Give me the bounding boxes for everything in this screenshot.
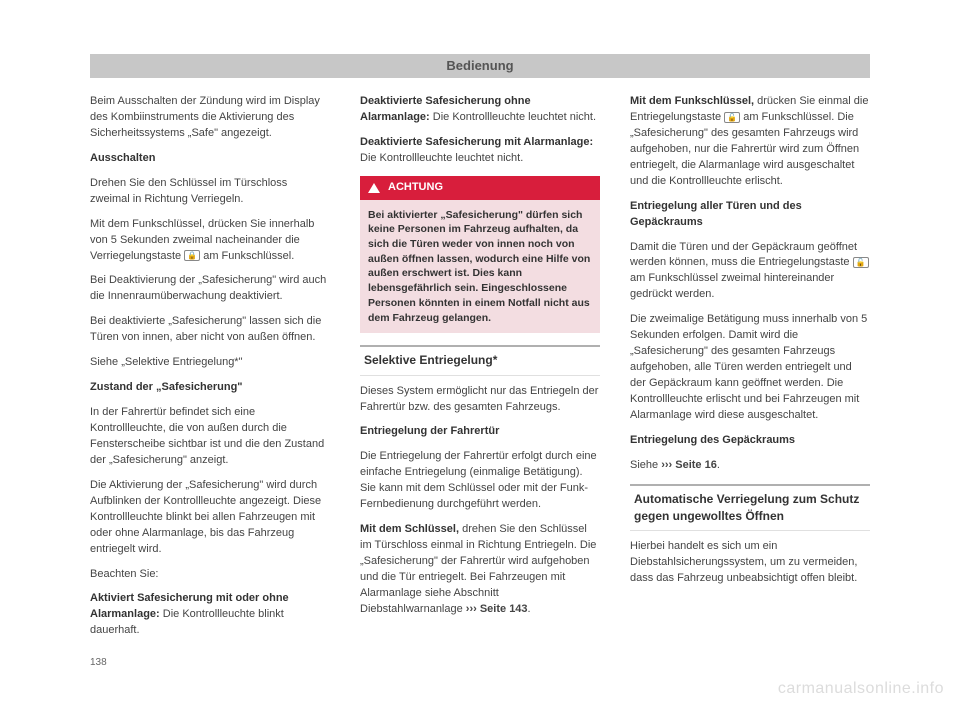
body-text: Dieses System ermöglicht nur das Entrieg…	[360, 384, 600, 416]
unlock-icon: 🔓	[853, 257, 869, 268]
text-fragment: .	[528, 603, 531, 615]
body-text: Bei Deaktivierung der „Safesicherung" wi…	[90, 273, 330, 305]
warning-triangle-icon	[368, 183, 380, 193]
body-text: Beim Ausschalten der Zündung wird im Dis…	[90, 94, 330, 142]
body-text: In der Fahrertür befindet sich eine Kont…	[90, 405, 330, 469]
text-fragment: Die Kontrollleuchte leuchtet nicht.	[360, 152, 523, 164]
body-text: Mit dem Funkschlüssel, drücken Sie inner…	[90, 217, 330, 265]
body-text: Bei deaktivierte „Safesicherung" lassen …	[90, 314, 330, 346]
run-in-label: Deaktivierte Safesicherung mit Alarmanla…	[360, 136, 593, 148]
text-fragment: Damit die Türen und der Gepäckraum geöff…	[630, 241, 857, 269]
body-text: Hierbei handelt es sich um ein Diebstahl…	[630, 539, 870, 587]
page-number: 138	[90, 657, 107, 668]
header-title: Bedienung	[446, 58, 513, 73]
body-text: Deaktivierte Safesicherung mit Alarmanla…	[360, 135, 600, 167]
subheading-zustand: Zustand der „Safesicherung"	[90, 380, 330, 396]
body-text: Mit dem Funkschlüssel, drücken Sie einma…	[630, 94, 870, 190]
body-text: Siehe ››› Seite 16.	[630, 458, 870, 474]
section-title-automatische: Automatische Verriegelung zum Schutz geg…	[630, 484, 870, 532]
subheading-gepaeckraum: Entriegelung des Gepäckraums	[630, 433, 870, 449]
text-fragment: Die Kontrollleuchte leuchtet nicht.	[430, 111, 596, 123]
body-text: Siehe „Selektive Entriegelung*"	[90, 355, 330, 371]
content-columns: Beim Ausschalten der Zündung wird im Dis…	[90, 94, 870, 654]
page-header: Bedienung	[90, 54, 870, 78]
page-reference: ››› Seite 143	[466, 603, 528, 615]
section-title-selektive: Selektive Entriegelung*	[360, 345, 600, 375]
text-fragment: drehen Sie den Schlüssel im Türschloss e…	[360, 523, 596, 615]
body-text: Deaktivierte Safesicherung ohne Alarmanl…	[360, 94, 600, 126]
run-in-label: Mit dem Schlüssel,	[360, 523, 459, 535]
subheading-fahrertuer: Entriegelung der Fahrertür	[360, 424, 600, 440]
column-2: Deaktivierte Safesicherung ohne Alarmanl…	[360, 94, 600, 654]
column-3: Mit dem Funkschlüssel, drücken Sie einma…	[630, 94, 870, 654]
body-text: Drehen Sie den Schlüssel im Türschloss z…	[90, 176, 330, 208]
page-reference: ››› Seite 16	[661, 459, 717, 471]
body-text: Beachten Sie:	[90, 567, 330, 583]
warning-box: ACHTUNG Bei aktivierter „Safesicherung" …	[360, 176, 600, 333]
text-fragment: am Funkschlüssel.	[200, 250, 294, 262]
text-fragment: Siehe	[630, 459, 661, 471]
manual-page: Bedienung Beim Ausschalten der Zündung w…	[0, 0, 960, 708]
text-fragment: am Funkschlüssel zweimal hintereinander …	[630, 272, 834, 300]
watermark: carmanualsonline.info	[778, 680, 944, 698]
body-text: Die Entriegelung der Fahrertür erfolgt d…	[360, 449, 600, 513]
warning-label: ACHTUNG	[388, 180, 443, 196]
lock-icon: 🔒	[184, 250, 200, 261]
body-text: Die Aktivierung der „Safesicherung" wird…	[90, 478, 330, 558]
unlock-icon: 🔓	[724, 112, 740, 123]
warning-header: ACHTUNG	[360, 176, 600, 200]
subheading-alle-tueren: Entriegelung aller Türen und des Gepäckr…	[630, 199, 870, 231]
warning-body: Bei aktivierter „Safesicherung" dürfen s…	[360, 200, 600, 334]
text-fragment: .	[717, 459, 720, 471]
body-text: Damit die Türen und der Gepäckraum geöff…	[630, 240, 870, 304]
column-1: Beim Ausschalten der Zündung wird im Dis…	[90, 94, 330, 654]
body-text: Die zweimalige Betätigung muss innerhalb…	[630, 312, 870, 424]
body-text: Mit dem Schlüssel, drehen Sie den Schlüs…	[360, 522, 600, 618]
subheading-ausschalten: Ausschalten	[90, 151, 330, 167]
run-in-label: Mit dem Funkschlüssel,	[630, 95, 754, 107]
body-text: Aktiviert Safesicherung mit oder ohne Al…	[90, 591, 330, 639]
